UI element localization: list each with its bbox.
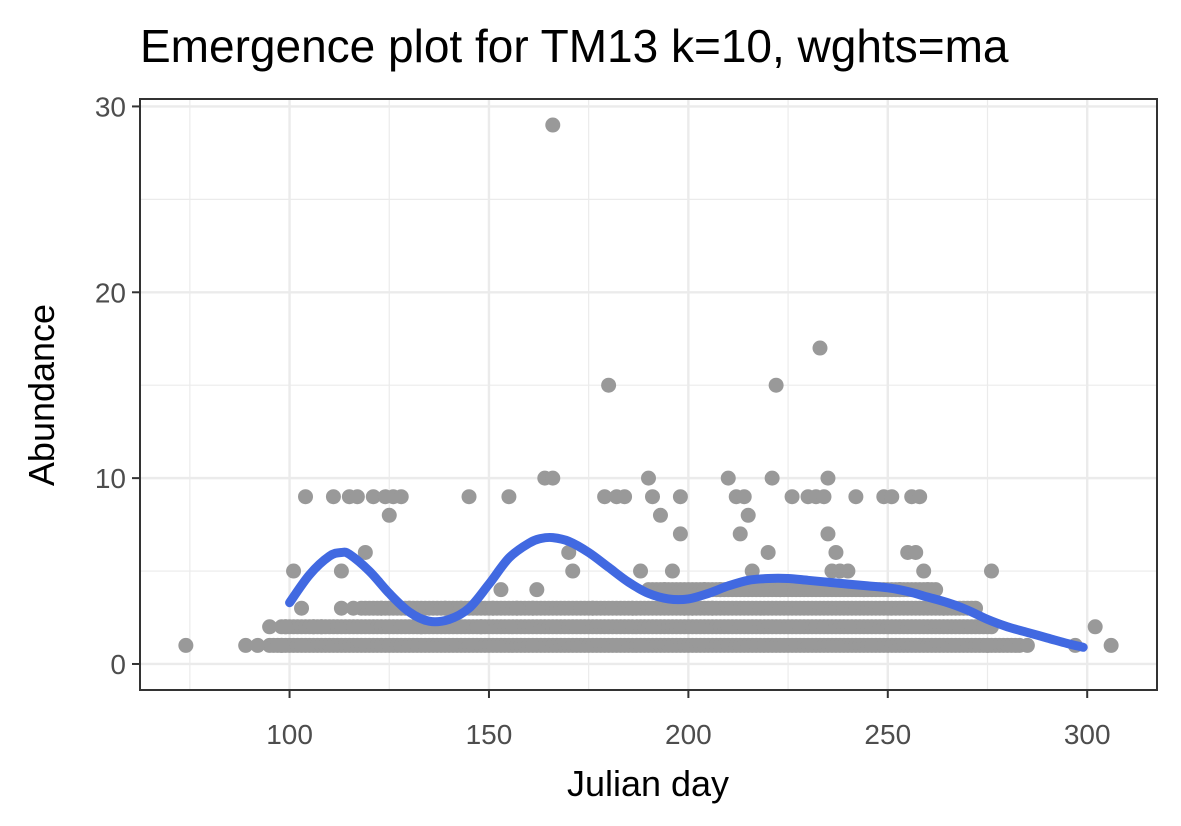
data-point — [509, 600, 525, 616]
x-axis-title: Julian day — [567, 763, 729, 804]
data-point — [672, 526, 688, 542]
y-tick-label: 20 — [95, 277, 126, 308]
y-axis-ticks: 0 10 20 30 — [95, 91, 140, 680]
scatter-points — [178, 117, 1119, 653]
data-point — [848, 489, 864, 505]
data-point — [736, 489, 752, 505]
data-point — [373, 600, 389, 616]
data-point — [325, 489, 341, 505]
data-point — [652, 507, 668, 523]
data-point — [664, 563, 680, 579]
x-axis-ticks: 100 150 200 250 300 — [266, 690, 1111, 750]
data-point — [672, 489, 688, 505]
data-point — [493, 582, 509, 598]
data-point — [816, 489, 832, 505]
data-point — [349, 489, 365, 505]
data-point — [262, 619, 278, 635]
data-point — [760, 544, 776, 560]
panel-border — [139, 98, 1158, 691]
data-point — [704, 600, 720, 616]
data-point — [784, 489, 800, 505]
data-point — [820, 526, 836, 542]
data-point — [1087, 619, 1103, 635]
data-point — [1019, 637, 1035, 653]
data-point — [238, 637, 254, 653]
data-point — [732, 526, 748, 542]
data-point — [916, 563, 932, 579]
data-point — [357, 544, 373, 560]
data-point — [812, 340, 828, 356]
data-point — [545, 470, 561, 486]
data-point — [529, 582, 545, 598]
smooth-curve — [285, 532, 1088, 652]
data-point — [485, 600, 501, 616]
data-point — [768, 377, 784, 393]
data-point — [313, 619, 329, 635]
data-point — [597, 489, 613, 505]
data-point — [983, 563, 999, 579]
data-point — [1103, 637, 1119, 653]
data-point — [437, 600, 453, 616]
data-point — [286, 563, 302, 579]
x-tick-label: 200 — [665, 719, 712, 750]
data-point — [625, 600, 641, 616]
data-point — [840, 563, 856, 579]
data-point — [365, 489, 381, 505]
x-tick-label: 250 — [864, 719, 911, 750]
data-point — [561, 544, 577, 560]
data-point — [908, 544, 924, 560]
data-point — [980, 637, 995, 653]
data-point — [565, 563, 581, 579]
data-point — [764, 470, 780, 486]
data-point — [644, 489, 660, 505]
x-tick-label: 150 — [466, 719, 513, 750]
data-point — [473, 619, 489, 635]
data-point — [278, 619, 294, 635]
data-point — [633, 563, 649, 579]
data-point — [298, 489, 314, 505]
data-point — [274, 637, 290, 653]
data-point — [641, 470, 656, 486]
data-point — [601, 377, 617, 393]
chart-title: Emergence plot for TM13 k=10, wghts=ma — [140, 20, 1009, 72]
y-tick-label: 30 — [95, 91, 126, 122]
data-point — [178, 637, 194, 653]
data-point — [684, 600, 700, 616]
data-point — [720, 470, 736, 486]
data-point — [740, 507, 756, 523]
data-point — [884, 489, 900, 505]
data-point — [333, 563, 349, 579]
data-point — [294, 600, 310, 616]
data-point — [772, 582, 788, 598]
y-tick-label: 10 — [95, 463, 126, 494]
data-point — [828, 544, 844, 560]
y-axis-title: Abundance — [21, 304, 62, 486]
y-tick-label: 0 — [110, 649, 126, 680]
data-point — [250, 637, 266, 653]
data-point — [617, 489, 633, 505]
x-tick-label: 100 — [266, 719, 313, 750]
data-point — [381, 507, 397, 523]
data-point — [345, 600, 361, 616]
data-point — [545, 117, 561, 133]
data-point — [461, 489, 477, 505]
data-point — [525, 600, 541, 616]
data-point — [333, 600, 349, 616]
data-point — [820, 470, 836, 486]
data-point — [393, 489, 409, 505]
data-point — [501, 489, 517, 505]
data-point — [585, 600, 601, 616]
x-tick-label: 300 — [1064, 719, 1111, 750]
data-point — [912, 489, 928, 505]
